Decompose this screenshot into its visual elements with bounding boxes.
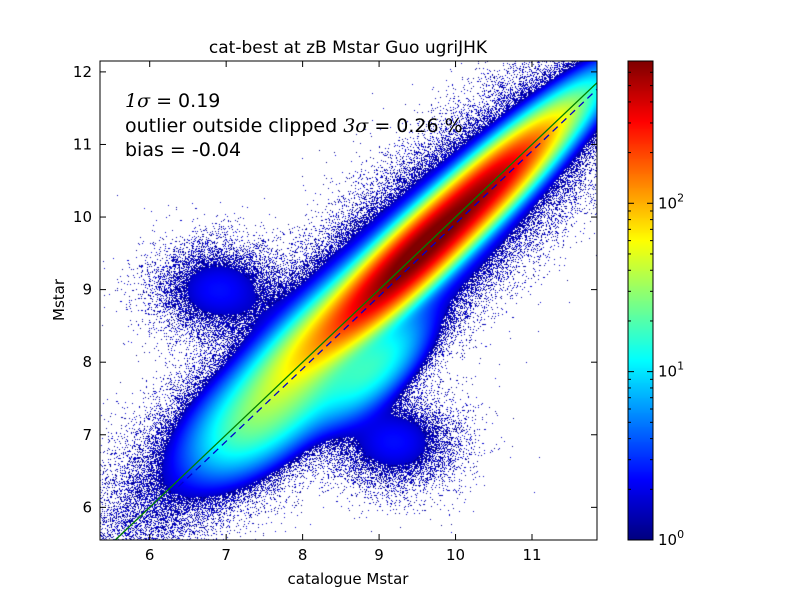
colorbar-gradient xyxy=(628,61,653,540)
x-tick-label: 6 xyxy=(145,546,155,564)
plot-area: 6 7 8 9 10 11 6 7 8 9 10 11 12 xyxy=(73,60,598,564)
y-ticks: 6 7 8 9 10 11 12 xyxy=(73,63,597,516)
plot-frame xyxy=(99,60,598,541)
x-axis-label: catalogue Mstar xyxy=(288,570,410,588)
colorbar-tick-label: 100 xyxy=(658,528,684,549)
density-heatmap xyxy=(100,61,597,540)
sigma-symbol: 1σ xyxy=(125,90,151,112)
stats-annotation: 1σ = 0.19 outlier outside clipped 3σ = 0… xyxy=(125,90,463,161)
chart-title: cat-best at zB Mstar Guo ugriJHK xyxy=(209,38,488,58)
one-to-one-line xyxy=(114,82,597,540)
y-tick-label: 8 xyxy=(82,353,92,371)
x-ticks: 6 7 8 9 10 11 xyxy=(145,61,542,564)
colorbar-frame xyxy=(627,60,654,541)
x-tick-label: 10 xyxy=(446,546,465,564)
bias-stat: bias = -0.04 xyxy=(125,139,241,161)
outlier-stat: outlier outside clipped 3σ = 0.26 % xyxy=(125,115,463,137)
bias-dashed-line xyxy=(121,88,597,540)
y-tick-label: 7 xyxy=(82,426,92,444)
sigma-stat: 1σ = 0.19 xyxy=(125,90,220,112)
x-tick-label: 8 xyxy=(298,546,308,564)
colorbar-tick-label: 101 xyxy=(658,360,684,381)
sigma-value: = 0.19 xyxy=(150,90,220,112)
outlier-value: = 0.26 % xyxy=(368,115,462,137)
y-tick-label: 6 xyxy=(82,498,92,516)
colorbar-ticks: 100 101 102 xyxy=(628,60,684,549)
y-tick-label: 11 xyxy=(73,135,92,153)
x-tick-label: 9 xyxy=(374,546,384,564)
outlier-text: outlier outside clipped xyxy=(125,115,343,137)
colorbar: 100 101 102 xyxy=(627,60,684,549)
y-tick-label: 12 xyxy=(73,63,92,81)
colorbar-tick-label: 102 xyxy=(658,191,684,212)
x-tick-label: 11 xyxy=(522,546,541,564)
outlier-symbol: 3σ xyxy=(343,115,369,137)
y-tick-label: 10 xyxy=(73,208,92,226)
x-tick-label: 7 xyxy=(221,546,231,564)
y-axis-label: Mstar xyxy=(50,278,68,321)
y-tick-label: 9 xyxy=(82,281,92,299)
